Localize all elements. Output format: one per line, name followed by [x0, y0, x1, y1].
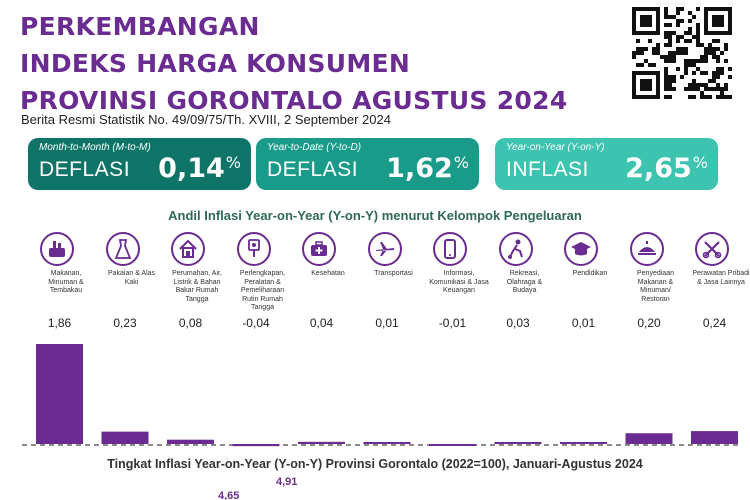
subtitle: Berita Resmi Statistik No. 49/09/75/Th. … — [21, 112, 391, 127]
card-value: 2,65% — [625, 153, 708, 184]
card-month-to-month: Month-to-Month (M-to-M) DEFLASI 0,14% — [28, 138, 251, 190]
card-year-on-year: Year-on-Year (Y-on-Y) INFLASI 2,65% — [495, 138, 718, 190]
airplane-icon — [367, 232, 402, 266]
food-basket-icon — [40, 232, 74, 266]
graduation-cap-icon — [564, 232, 598, 266]
category-item: Penyediaan Makanan & Minuman/ Restoran — [626, 232, 692, 304]
category-item: Transportasi — [364, 232, 430, 279]
smartphone-icon — [433, 232, 467, 266]
category-item: Informasi, Komunikasi & Jasa Keuangan — [429, 232, 495, 296]
qr-code-icon[interactable] — [632, 7, 732, 99]
bar — [298, 441, 345, 444]
bar-value-label: 0,20 — [637, 316, 661, 330]
category-item: Pakaian & Alas Kaki — [102, 232, 168, 287]
card-year-to-date: Year-to-Date (Y-to-D) DEFLASI 1,62% — [256, 138, 479, 190]
house-icon — [171, 232, 205, 266]
category-label: Kesehatan — [311, 270, 345, 277]
soccer-player-icon — [498, 232, 533, 266]
title-line-1: PERKEMBANGAN — [20, 12, 260, 41]
dress-icon — [105, 232, 140, 266]
bar-value-label: -0,01 — [439, 316, 467, 330]
bar — [429, 444, 476, 446]
card-value: 1,62% — [386, 153, 469, 184]
category-item: Perawatan Pribadi & Jasa Lainnya — [691, 232, 750, 287]
bar-value-label: 0,03 — [506, 316, 530, 330]
category-item: Kesehatan — [298, 232, 364, 279]
trend-chart-title: Tingkat Inflasi Year-on-Year (Y-on-Y) Pr… — [107, 457, 643, 471]
trend-value-label: 4,65 — [218, 490, 240, 500]
bar-value-label: 0,04 — [310, 316, 334, 330]
contribution-bar-chart: 1,86 0,23 0,08 -0,04 0,04 0,01 -0,01 0,03 0,01 0,… — [22, 316, 740, 447]
bar — [560, 442, 607, 444]
restaurant-icon — [629, 232, 664, 266]
category-label: Perawatan Pribadi & Jasa Lainnya — [692, 270, 750, 286]
bar — [36, 344, 83, 444]
card-label: Year-on-Year (Y-on-Y) — [506, 142, 605, 153]
bar — [625, 433, 673, 444]
title-line-3: PROVINSI GORONTALO AGUSTUS 2024 — [20, 86, 568, 115]
category-item: Pendidikan — [560, 232, 626, 279]
scissors-icon — [695, 232, 729, 266]
category-label: Penyediaan Makanan & Minuman/ Restoran — [637, 270, 674, 303]
card-kind: INFLASI — [506, 158, 589, 181]
bar — [167, 439, 214, 444]
bar — [101, 431, 149, 444]
medical-kit-icon — [302, 232, 336, 266]
appliance-icon — [236, 232, 271, 266]
category-item: Makanan, Minuman & Tembakau — [36, 232, 102, 296]
bar-value-label: 0,23 — [113, 316, 137, 330]
bar — [494, 442, 542, 444]
page-title: PERKEMBANGAN INDEKS HARGA KONSUMEN PROVI… — [20, 8, 568, 119]
card-value: 0,14% — [158, 153, 241, 184]
bar-value-label: -0,04 — [242, 316, 270, 330]
bar-value-label: 1,86 — [48, 316, 72, 330]
category-label: Pakaian & Alas Kaki — [107, 270, 156, 286]
category-label: Transportasi — [374, 270, 413, 277]
bar — [363, 442, 411, 444]
category-label: Informasi, Komunikasi & Jasa Keuangan — [429, 270, 489, 294]
card-kind: DEFLASI — [267, 158, 359, 181]
category-label: Rekreasi, Olahraga & Budaya — [506, 270, 543, 294]
category-label: Perumahan, Air, Listrik & Bahan Bakar Ru… — [172, 270, 222, 303]
trend-value-label: 4,91 — [276, 476, 298, 488]
category-label: Perlengkapan, Peralatan & Pemeliharaan R… — [239, 270, 286, 311]
card-kind: DEFLASI — [39, 158, 131, 181]
category-item: Perlengkapan, Peralatan & Pemeliharaan R… — [233, 232, 299, 313]
bar — [232, 444, 280, 447]
title-line-2: INDEKS HARGA KONSUMEN — [20, 49, 411, 78]
card-label: Month-to-Month (M-to-M) — [39, 142, 151, 153]
bar-value-label: 0,01 — [375, 316, 399, 330]
bar-value-label: 0,01 — [572, 316, 596, 330]
bar-value-label: 0,08 — [179, 316, 203, 330]
chart-title: Andil Inflasi Year-on-Year (Y-on-Y) menu… — [168, 208, 582, 223]
category-label: Pendidikan — [572, 270, 608, 277]
bar — [691, 431, 738, 444]
card-label: Year-to-Date (Y-to-D) — [267, 142, 362, 153]
category-item: Perumahan, Air, Listrik & Bahan Bakar Ru… — [167, 232, 233, 304]
category-item: Rekreasi, Olahraga & Budaya — [495, 232, 561, 296]
category-label: Makanan, Minuman & Tembakau — [48, 270, 84, 294]
bar-value-label: 0,24 — [703, 316, 727, 330]
